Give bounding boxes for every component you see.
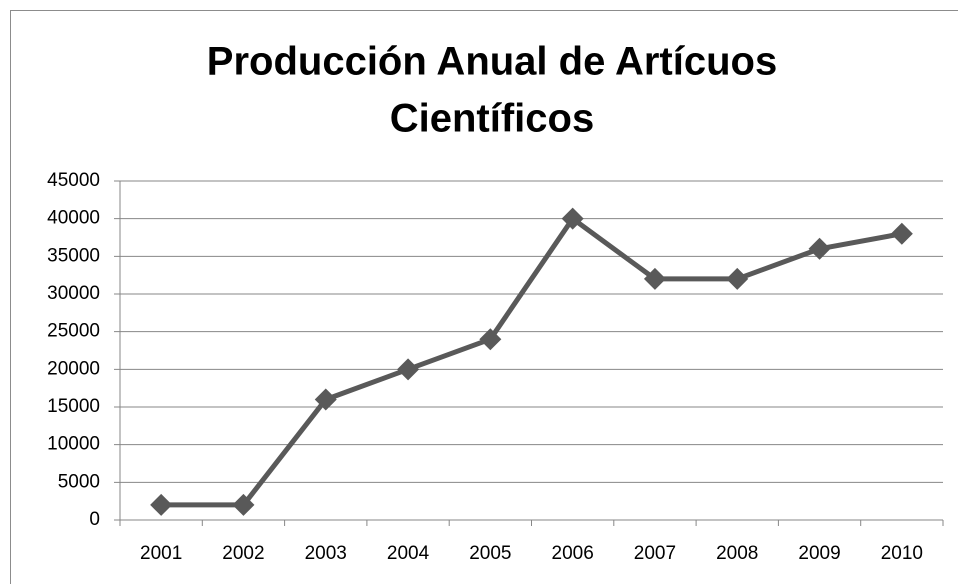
- x-tick-label: 2009: [798, 543, 840, 564]
- y-tick-label: 5000: [58, 471, 100, 492]
- marker: [561, 207, 584, 230]
- line: [161, 216, 903, 508]
- x-tick-label: 2008: [716, 543, 758, 564]
- y-tick-label: 10000: [47, 434, 100, 455]
- y-tick-label: 45000: [47, 170, 100, 191]
- marker: [726, 267, 749, 290]
- chart-title: Producción Anual de Artícuos: [207, 40, 777, 84]
- y-tick-label: 30000: [47, 283, 100, 304]
- x-tick-label: 2003: [305, 543, 347, 564]
- marker: [397, 358, 420, 381]
- x-tick-label: 2006: [552, 543, 594, 564]
- marker: [643, 267, 666, 290]
- x-tick-label: 2002: [222, 543, 264, 564]
- y-tick-label: 15000: [47, 396, 100, 417]
- chart-frame: [10, 10, 958, 584]
- y-tick-label: 25000: [47, 321, 100, 342]
- y-tick-label: 35000: [47, 245, 100, 266]
- y-tick-label: 40000: [47, 208, 100, 229]
- marker: [314, 388, 337, 411]
- marker: [890, 222, 913, 245]
- marker: [479, 328, 502, 351]
- x-tick-label: 2010: [881, 543, 923, 564]
- x-tick-label: 2005: [469, 543, 511, 564]
- marker: [232, 493, 255, 516]
- y-tick-label: 20000: [47, 358, 100, 379]
- x-tick-label: 2001: [140, 543, 182, 564]
- x-tick-label: 2007: [634, 543, 676, 564]
- marker: [150, 493, 173, 516]
- x-tick-label: 2004: [387, 543, 430, 564]
- chart-title: Científicos: [390, 97, 594, 141]
- marker: [808, 237, 831, 260]
- y-tick-label: 0: [89, 509, 100, 530]
